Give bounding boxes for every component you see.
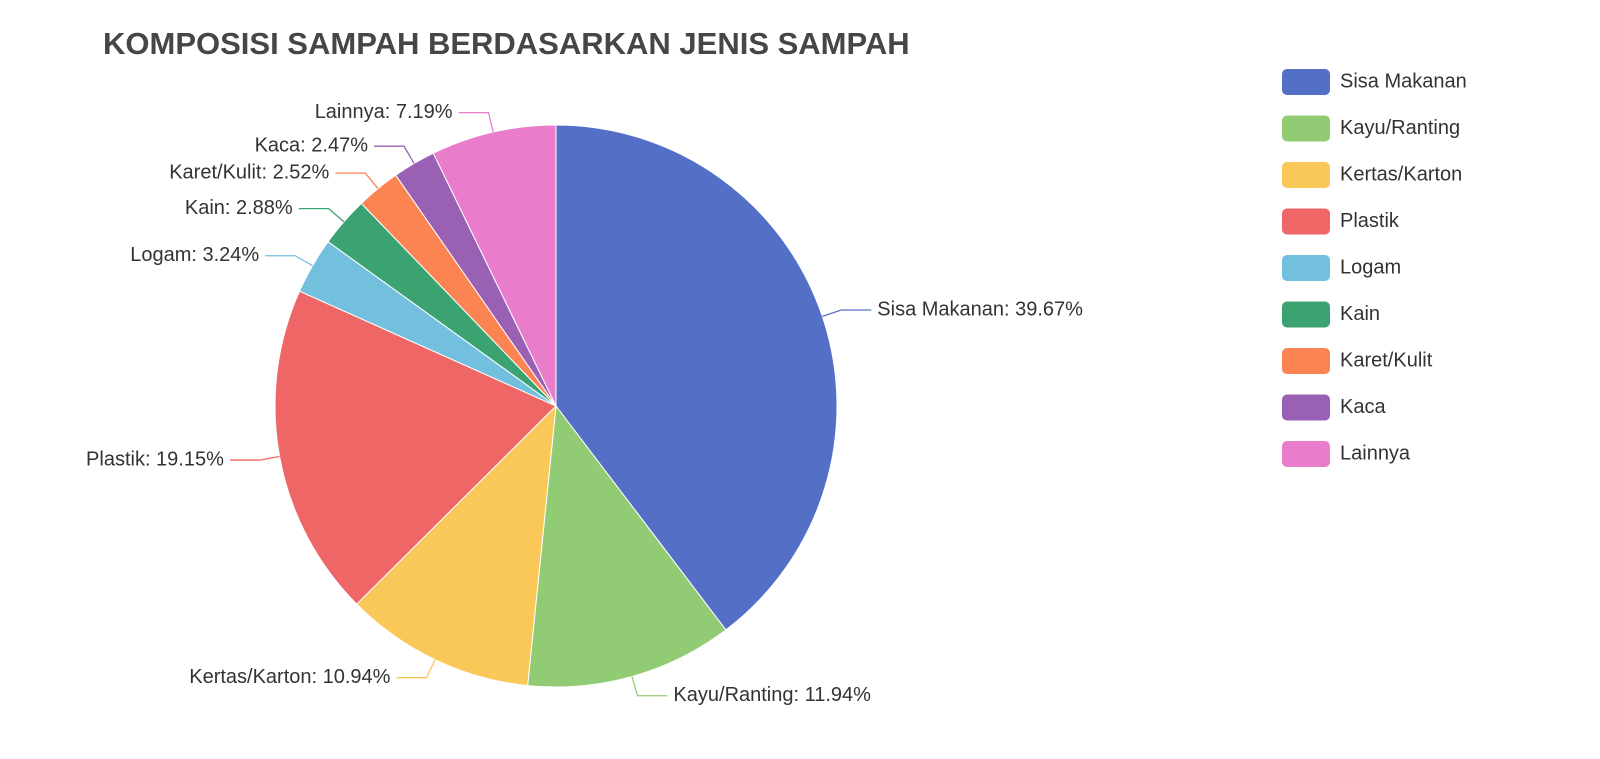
data-label: Kaca: 2.47% bbox=[255, 134, 369, 156]
legend-label: Kertas/Karton bbox=[1340, 163, 1462, 185]
legend-swatch bbox=[1282, 162, 1330, 188]
label-line bbox=[229, 455, 280, 461]
data-label: Kayu/Ranting: 11.94% bbox=[673, 684, 871, 706]
label-line bbox=[458, 111, 494, 133]
legend-swatch bbox=[1282, 301, 1330, 328]
chart-title: KOMPOSISI SAMPAH BERDASARKAN JENIS SAMPA… bbox=[103, 26, 910, 61]
legend-label: Kaca bbox=[1340, 396, 1386, 418]
legend-label: Karet/Kulit bbox=[1340, 349, 1433, 371]
data-label: Karet/Kulit: 2.52% bbox=[169, 161, 329, 183]
label-line bbox=[822, 309, 872, 318]
pie-slice bbox=[555, 124, 838, 631]
pie-slice bbox=[527, 404, 727, 688]
pie-slice bbox=[274, 290, 557, 605]
data-label: Lainnya: 7.19% bbox=[315, 101, 453, 123]
data-label: Kertas/Karton: 10.94% bbox=[189, 666, 390, 688]
label-line bbox=[265, 255, 313, 267]
label-line bbox=[335, 172, 379, 189]
legend-swatch bbox=[1282, 208, 1330, 235]
label-line bbox=[396, 659, 436, 679]
legend-swatch bbox=[1282, 348, 1330, 374]
legend-label: Kayu/Ranting bbox=[1340, 117, 1460, 139]
legend-label: Logam bbox=[1340, 256, 1401, 278]
legend-label: Lainnya bbox=[1340, 442, 1411, 464]
legend-label: Sisa Makanan bbox=[1340, 70, 1467, 92]
data-label: Plastik: 19.15% bbox=[86, 448, 224, 470]
legend-swatch bbox=[1282, 441, 1330, 467]
data-label: Logam: 3.24% bbox=[130, 244, 259, 266]
pie-slice bbox=[355, 404, 557, 687]
legend-swatch bbox=[1282, 394, 1330, 421]
label-line bbox=[631, 676, 668, 697]
legend-label: Plastik bbox=[1340, 210, 1400, 232]
legend-swatch bbox=[1282, 69, 1330, 95]
data-label: Sisa Makanan: 39.67% bbox=[877, 298, 1083, 320]
label-line bbox=[374, 145, 415, 164]
legend-swatch bbox=[1282, 255, 1330, 281]
legend-label: Kain bbox=[1340, 303, 1380, 325]
legend-swatch bbox=[1282, 115, 1330, 142]
data-label: Kain: 2.88% bbox=[185, 197, 293, 219]
label-line bbox=[298, 208, 345, 223]
